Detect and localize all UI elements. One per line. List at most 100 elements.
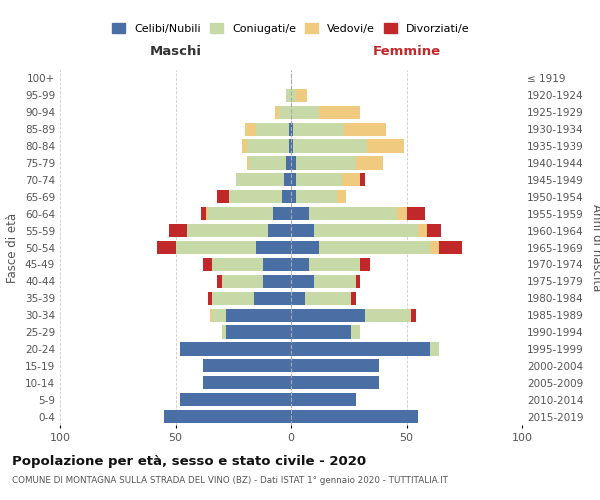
Bar [247, 140, 289, 152]
Bar [291, 156, 296, 170]
Text: Popolazione per età, sesso e stato civile - 2020: Popolazione per età, sesso e stato civil… [12, 455, 366, 468]
Bar [296, 174, 342, 186]
Bar [263, 274, 291, 288]
Bar [314, 274, 356, 288]
Bar [169, 224, 187, 237]
Bar [203, 258, 212, 271]
Bar [291, 122, 293, 136]
Bar [296, 156, 356, 170]
Bar [360, 258, 370, 271]
Bar [247, 156, 250, 170]
Bar [226, 308, 291, 322]
Bar [291, 106, 319, 119]
Bar [208, 292, 212, 305]
Bar [291, 140, 293, 152]
Bar [217, 190, 229, 203]
Bar [291, 308, 365, 322]
Bar [176, 241, 256, 254]
Bar [351, 292, 356, 305]
Bar [291, 241, 319, 254]
Bar [365, 308, 411, 322]
Bar [344, 122, 386, 136]
Bar [342, 174, 360, 186]
Bar [310, 258, 360, 271]
Bar [256, 241, 291, 254]
Bar [291, 274, 314, 288]
Bar [210, 308, 212, 322]
Bar [242, 140, 247, 152]
Bar [217, 274, 222, 288]
Bar [291, 326, 351, 338]
Bar [356, 156, 383, 170]
Bar [305, 292, 351, 305]
Bar [310, 207, 397, 220]
Bar [293, 122, 344, 136]
Bar [296, 89, 307, 102]
Bar [411, 308, 416, 322]
Bar [314, 224, 418, 237]
Bar [201, 207, 206, 220]
Bar [208, 207, 272, 220]
Bar [360, 174, 365, 186]
Bar [286, 89, 291, 102]
Bar [407, 207, 425, 220]
Bar [296, 190, 337, 203]
Bar [272, 207, 291, 220]
Bar [289, 140, 291, 152]
Bar [356, 274, 360, 288]
Bar [397, 207, 407, 220]
Bar [226, 326, 291, 338]
Bar [256, 122, 289, 136]
Bar [351, 326, 360, 338]
Bar [222, 274, 263, 288]
Bar [280, 106, 291, 119]
Bar [164, 410, 291, 423]
Bar [289, 122, 291, 136]
Bar [187, 224, 268, 237]
Bar [157, 241, 176, 254]
Bar [291, 207, 310, 220]
Bar [212, 292, 254, 305]
Bar [291, 376, 379, 390]
Bar [203, 359, 291, 372]
Bar [291, 258, 310, 271]
Legend: Celibi/Nubili, Coniugati/e, Vedovi/e, Divorziati/e: Celibi/Nubili, Coniugati/e, Vedovi/e, Di… [108, 19, 474, 38]
Bar [254, 292, 291, 305]
Bar [180, 342, 291, 355]
Bar [291, 89, 296, 102]
Bar [291, 342, 430, 355]
Bar [263, 258, 291, 271]
Bar [439, 241, 462, 254]
Bar [427, 224, 441, 237]
Bar [212, 308, 226, 322]
Bar [284, 174, 291, 186]
Bar [203, 376, 291, 390]
Bar [291, 393, 356, 406]
Bar [319, 106, 360, 119]
Bar [206, 207, 208, 220]
Bar [286, 156, 291, 170]
Bar [245, 122, 256, 136]
Text: COMUNE DI MONTAGNA SULLA STRADA DEL VINO (BZ) - Dati ISTAT 1° gennaio 2020 - TUT: COMUNE DI MONTAGNA SULLA STRADA DEL VINO… [12, 476, 448, 485]
Bar [275, 106, 280, 119]
Bar [250, 156, 286, 170]
Bar [319, 241, 430, 254]
Bar [430, 241, 439, 254]
Bar [418, 224, 427, 237]
Bar [291, 224, 314, 237]
Bar [293, 140, 367, 152]
Bar [291, 292, 305, 305]
Bar [236, 174, 284, 186]
Bar [282, 190, 291, 203]
Bar [229, 190, 282, 203]
Bar [291, 359, 379, 372]
Text: Femmine: Femmine [373, 45, 440, 58]
Bar [367, 140, 404, 152]
Bar [337, 190, 346, 203]
Bar [430, 342, 439, 355]
Bar [291, 174, 296, 186]
Bar [291, 410, 418, 423]
Bar [268, 224, 291, 237]
Bar [180, 393, 291, 406]
Y-axis label: Anni di nascita: Anni di nascita [590, 204, 600, 291]
